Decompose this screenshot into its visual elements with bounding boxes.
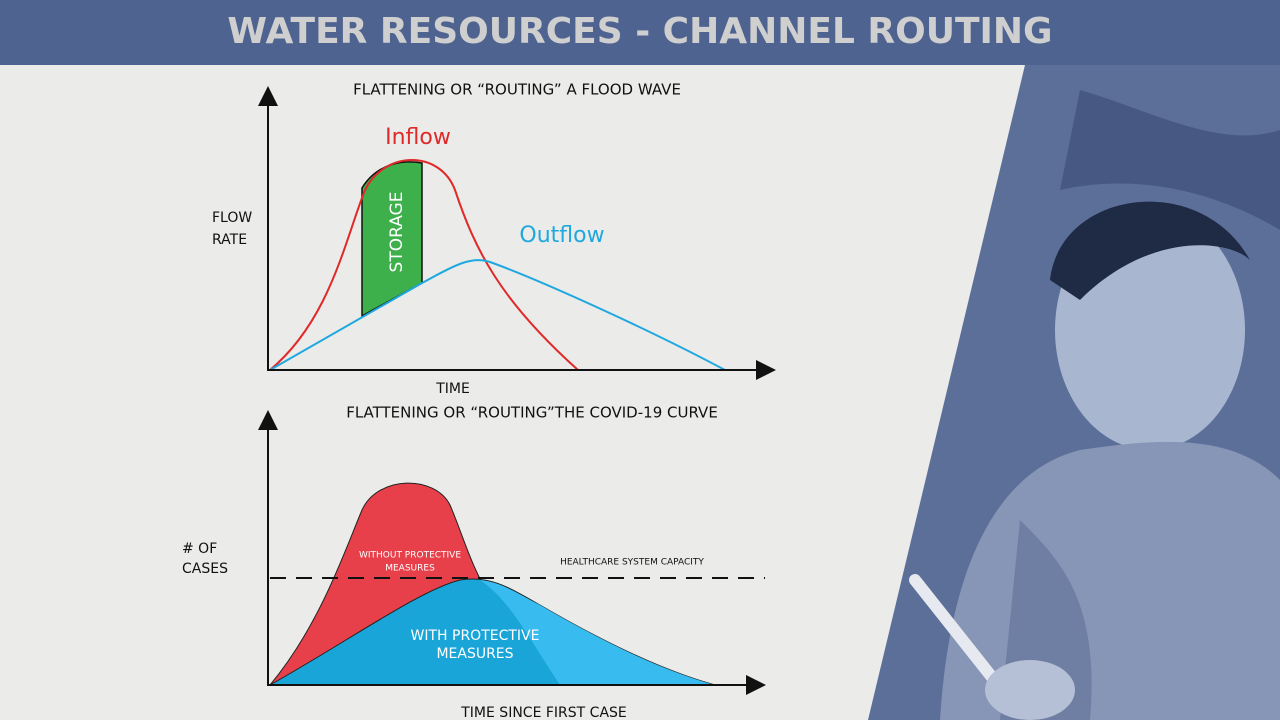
diagram-title: FLATTENING OR “ROUTING” A FLOOD WAVE: [353, 81, 681, 99]
header-bar: [0, 0, 1280, 65]
y-label: RATE: [212, 232, 247, 248]
y-label: CASES: [182, 561, 228, 577]
without-label: WITHOUT PROTECTIVE: [359, 551, 461, 561]
with-label: MEASURES: [436, 646, 513, 662]
photo: [868, 65, 1280, 720]
y-label: FLOW: [212, 210, 252, 226]
diagram-title: FLATTENING OR “ROUTING”THE COVID-19 CURV…: [346, 404, 718, 422]
with-label: WITH PROTECTIVE: [411, 628, 540, 644]
inflow-curve: [269, 159, 579, 371]
inflow-label: Inflow: [385, 125, 451, 150]
x-label: TIME SINCE FIRST CASE: [460, 705, 627, 720]
capacity-label: HEALTHCARE SYSTEM CAPACITY: [560, 558, 704, 568]
covid-diagram: FLATTENING OR “ROUTING”THE COVID-19 CURV…: [182, 404, 766, 720]
with-area-highlight: [480, 580, 715, 685]
outflow-label: Outflow: [519, 223, 604, 248]
y-label: # OF: [182, 541, 217, 557]
without-label: MEASURES: [385, 564, 435, 574]
flood-wave-diagram: FLATTENING OR “ROUTING” A FLOOD WAVE Inf…: [212, 81, 776, 397]
storage-label: STORAGE: [387, 192, 407, 273]
outflow-curve: [269, 259, 726, 371]
header-title: WATER RESOURCES - CHANNEL ROUTING: [227, 11, 1052, 52]
x-label: TIME: [435, 381, 470, 397]
